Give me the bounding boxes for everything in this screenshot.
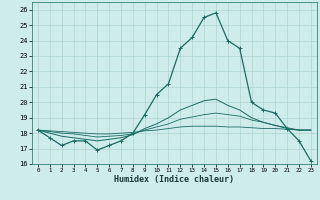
X-axis label: Humidex (Indice chaleur): Humidex (Indice chaleur) (115, 175, 234, 184)
